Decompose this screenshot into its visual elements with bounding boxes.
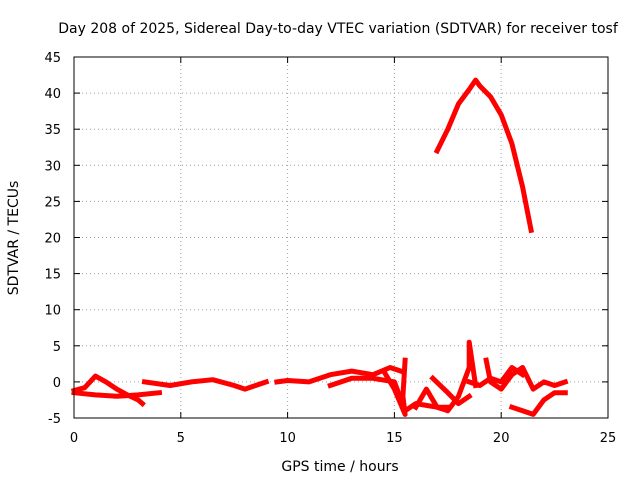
y-axis-label: SDTVAR / TECUs (6, 181, 22, 296)
series-line-low-c (141, 377, 270, 392)
x-tick-label: 15 (386, 431, 403, 446)
data-series (70, 77, 569, 417)
series-line-arc (433, 77, 535, 234)
series-line-low-f (380, 357, 408, 417)
x-tick-label: 0 (70, 431, 78, 446)
axis-ticks: 0 5 10 15 20 25 -5 0 5 10 15 20 25 30 35 40 45 (44, 51, 616, 446)
y-tick-label: 10 (44, 304, 61, 319)
y-tick-label: 45 (44, 51, 61, 66)
y-tick-label: 5 (53, 340, 61, 355)
y-tick-label: 15 (44, 268, 61, 283)
series-line-low-b (71, 389, 163, 399)
y-tick-label: 20 (44, 232, 61, 247)
chart-title: Day 208 of 2025, Sidereal Day-to-day VTE… (58, 21, 619, 37)
series-line-low-j (508, 390, 568, 417)
series-line-low-i (483, 357, 569, 392)
series-line-low-a (70, 373, 146, 408)
series-line-low-g (412, 339, 479, 414)
series-line-low-k (429, 374, 473, 407)
x-tick-label: 25 (600, 431, 617, 446)
y-tick-label: 25 (44, 195, 61, 210)
series-line-low-h (466, 365, 527, 388)
y-tick-label: 0 (53, 376, 61, 391)
y-tick-label: 30 (44, 159, 61, 174)
x-tick-label: 10 (279, 431, 296, 446)
series-line-low-d (274, 365, 404, 385)
x-tick-label: 20 (493, 431, 510, 446)
y-tick-label: 40 (44, 87, 61, 102)
y-tick-label: 35 (44, 123, 61, 138)
x-tick-label: 5 (177, 431, 185, 446)
x-axis-label: GPS time / hours (281, 459, 398, 475)
y-tick-label: -5 (48, 412, 61, 427)
